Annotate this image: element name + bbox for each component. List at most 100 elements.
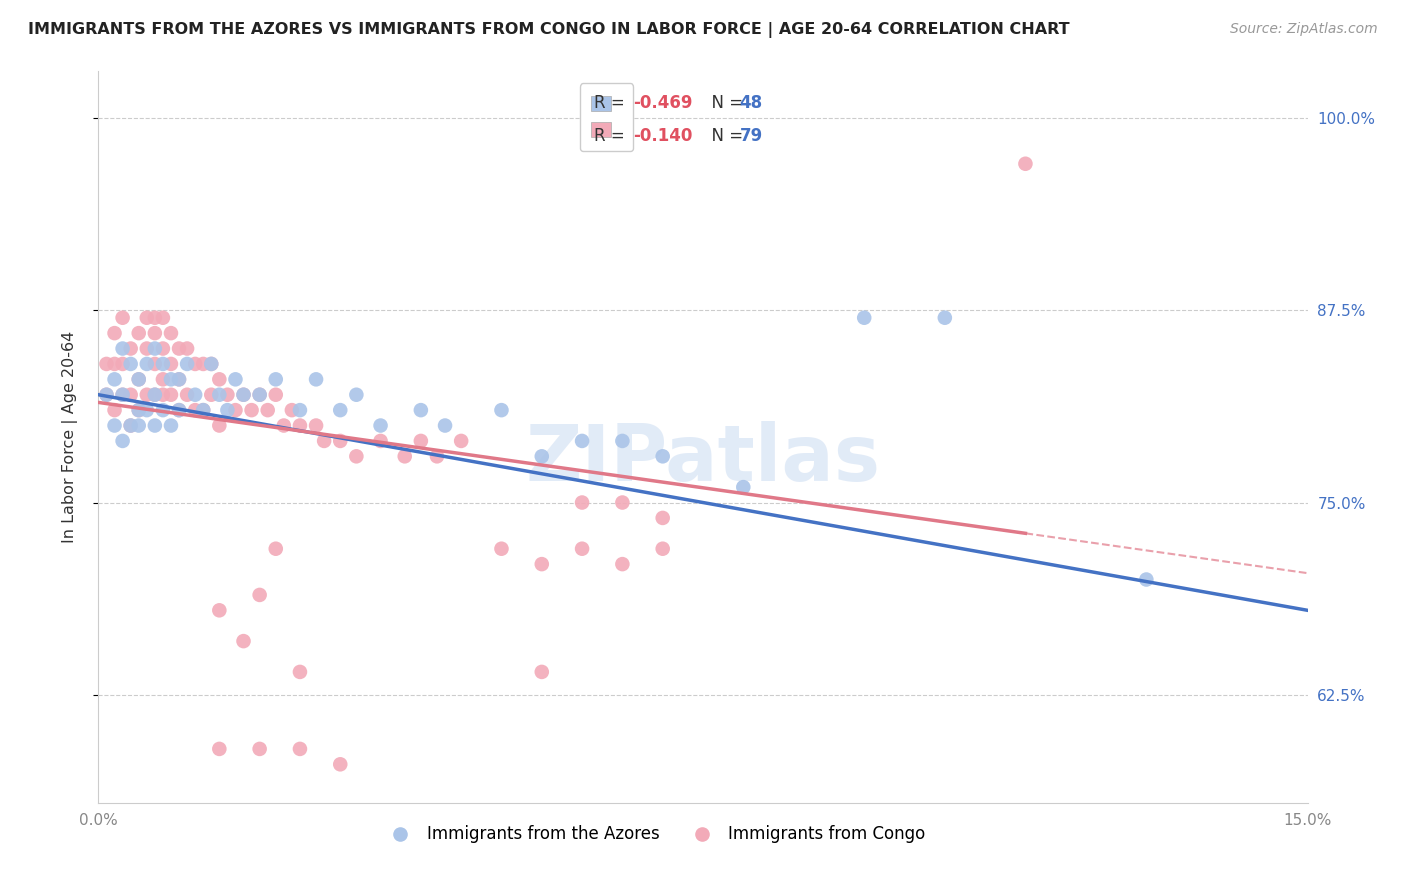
Point <box>111 310 134 325</box>
Point <box>152 403 174 417</box>
Point <box>193 403 215 417</box>
Point <box>232 388 254 402</box>
Point <box>264 372 287 386</box>
Point <box>152 388 174 402</box>
Point <box>208 418 231 433</box>
Point <box>612 557 634 571</box>
Point <box>571 541 593 556</box>
Point <box>314 434 336 448</box>
Point <box>128 403 150 417</box>
Point <box>273 418 295 433</box>
Point <box>264 388 287 402</box>
Point <box>103 403 125 417</box>
Legend: Immigrants from the Azores, Immigrants from Congo: Immigrants from the Azores, Immigrants f… <box>377 818 932 849</box>
Point <box>232 388 254 402</box>
Point <box>288 742 311 756</box>
Text: N =: N = <box>700 128 748 145</box>
Point <box>530 450 553 464</box>
Point <box>288 665 311 679</box>
Point <box>305 418 328 433</box>
Point <box>111 357 134 371</box>
Text: 79: 79 <box>740 128 763 145</box>
Point <box>143 418 166 433</box>
Point <box>103 357 125 371</box>
Point <box>224 403 246 417</box>
Point <box>249 588 271 602</box>
Point <box>96 388 118 402</box>
Point <box>200 357 222 371</box>
Point <box>160 418 183 433</box>
Point <box>120 342 142 356</box>
Point <box>217 403 239 417</box>
Point <box>120 418 142 433</box>
Point <box>103 418 125 433</box>
Point <box>111 342 134 356</box>
Point <box>152 310 174 325</box>
Point <box>305 372 328 386</box>
Point <box>208 742 231 756</box>
Point <box>934 310 956 325</box>
Point <box>128 418 150 433</box>
Point <box>103 372 125 386</box>
Point <box>143 357 166 371</box>
Point <box>135 388 157 402</box>
Point <box>853 310 876 325</box>
Point <box>128 326 150 340</box>
Point <box>120 357 142 371</box>
Point <box>344 388 367 402</box>
Point <box>249 742 271 756</box>
Point <box>426 450 449 464</box>
Point <box>152 342 174 356</box>
Point <box>120 388 142 402</box>
Point <box>434 418 457 433</box>
Point <box>370 434 392 448</box>
Point <box>1014 157 1036 171</box>
Point <box>409 434 432 448</box>
Point <box>612 495 634 509</box>
Point <box>152 357 174 371</box>
Point <box>329 403 352 417</box>
Point <box>167 372 190 386</box>
Point <box>530 665 553 679</box>
Point <box>240 403 263 417</box>
Text: Source: ZipAtlas.com: Source: ZipAtlas.com <box>1230 22 1378 37</box>
Point <box>491 403 513 417</box>
Point <box>1135 573 1157 587</box>
Point <box>143 342 166 356</box>
Point <box>135 310 157 325</box>
Point <box>329 757 352 772</box>
Point <box>152 372 174 386</box>
Point <box>651 511 673 525</box>
Point <box>167 342 190 356</box>
Point <box>370 418 392 433</box>
Text: -0.469: -0.469 <box>633 95 693 112</box>
Point <box>176 388 198 402</box>
Point <box>135 403 157 417</box>
Point <box>96 388 118 402</box>
Point <box>96 357 118 371</box>
Point <box>288 418 311 433</box>
Point <box>571 495 593 509</box>
Point <box>217 388 239 402</box>
Point <box>394 450 416 464</box>
Text: IMMIGRANTS FROM THE AZORES VS IMMIGRANTS FROM CONGO IN LABOR FORCE | AGE 20-64 C: IMMIGRANTS FROM THE AZORES VS IMMIGRANTS… <box>28 22 1070 38</box>
Point <box>651 450 673 464</box>
Point <box>111 434 134 448</box>
Point <box>288 403 311 417</box>
Point <box>120 418 142 433</box>
Point <box>111 388 134 402</box>
Point <box>344 450 367 464</box>
Point <box>264 541 287 556</box>
Point <box>111 388 134 402</box>
Point <box>281 403 304 417</box>
Point <box>160 372 183 386</box>
Point <box>612 434 634 448</box>
Point <box>143 326 166 340</box>
Point <box>409 403 432 417</box>
Point <box>143 388 166 402</box>
Point <box>208 603 231 617</box>
Point <box>208 388 231 402</box>
Point <box>128 403 150 417</box>
Text: ZIPatlas: ZIPatlas <box>526 421 880 497</box>
Point <box>143 388 166 402</box>
